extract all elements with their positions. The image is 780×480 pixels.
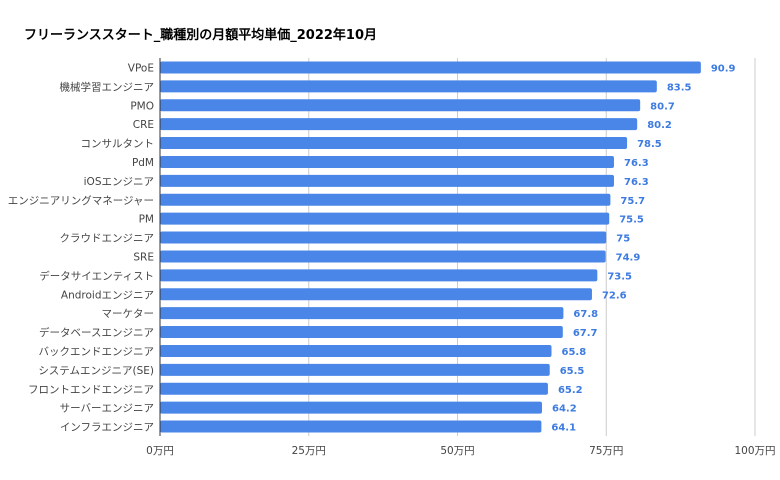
category-label: VPoE (128, 62, 154, 74)
x-tick-label: 100万円 (734, 445, 775, 457)
data-label: 76.3 (624, 158, 649, 169)
category-label: PM (139, 214, 154, 226)
category-label: PdM (132, 157, 154, 169)
bar (160, 401, 542, 414)
data-label: 64.2 (552, 404, 577, 415)
data-label: 65.8 (562, 347, 587, 358)
data-label: 80.7 (650, 101, 675, 112)
data-label: 73.5 (607, 271, 632, 282)
data-label: 67.8 (573, 309, 598, 320)
data-label: 64.1 (551, 423, 576, 434)
category-label: システムエンジニア(SE) (38, 365, 154, 377)
category-label: データサイエンティスト (39, 269, 154, 282)
bar (160, 99, 641, 112)
x-tick-label: 0万円 (146, 445, 174, 457)
category-label: マーケター (102, 308, 155, 320)
bar (160, 269, 598, 282)
bar (160, 250, 606, 263)
category-label: 機械学習エンジニア (60, 80, 155, 93)
category-label: iOSエンジニア (84, 176, 154, 188)
data-label: 65.5 (560, 366, 585, 377)
data-label: 83.5 (667, 82, 692, 93)
category-label: PMO (130, 100, 154, 112)
category-label: SRE (133, 251, 154, 263)
bar (160, 363, 550, 376)
data-label: 75 (616, 234, 630, 245)
category-label: データベースエンジニア (39, 326, 154, 339)
bar (160, 118, 638, 131)
data-label: 67.7 (573, 328, 598, 339)
bar (160, 61, 701, 74)
chart-title: フリーランススタート_職種別の月額平均単価_2022年10月 (24, 28, 378, 43)
bar (160, 344, 552, 357)
data-label: 90.9 (711, 63, 736, 74)
x-tick-label: 50万円 (440, 445, 474, 457)
data-label: 75.7 (620, 196, 645, 207)
bar (160, 307, 564, 320)
data-label: 76.3 (624, 177, 649, 188)
data-label: 74.9 (616, 252, 641, 263)
bar (160, 212, 610, 225)
data-label: 80.2 (647, 120, 672, 131)
category-label: CRE (133, 119, 154, 131)
data-label: 65.2 (558, 385, 583, 396)
bar (160, 326, 563, 339)
bar (160, 155, 614, 168)
bar (160, 231, 607, 244)
category-label: クラウドエンジニア (60, 233, 155, 245)
bar (160, 137, 628, 150)
bar (160, 288, 592, 301)
data-label: 75.5 (619, 215, 644, 226)
bar (160, 420, 542, 433)
data-label: 72.6 (602, 290, 627, 301)
category-label: エンジニアリングマネージャー (8, 194, 154, 207)
category-label: サーバーエンジニア (60, 403, 154, 415)
bar (160, 193, 611, 206)
category-label: コンサルタント (81, 138, 155, 150)
category-label: バックエンドエンジニア (39, 346, 155, 358)
bar (160, 80, 657, 93)
data-label: 78.5 (637, 139, 662, 150)
x-tick-label: 25万円 (292, 445, 326, 457)
x-tick-label: 75万円 (589, 445, 623, 457)
bar (160, 382, 548, 395)
bar (160, 174, 614, 187)
category-label: フロントエンドエンジニア (28, 384, 154, 396)
category-label: Androidエンジニア (61, 289, 154, 301)
category-label: インフラエンジニア (60, 422, 154, 434)
